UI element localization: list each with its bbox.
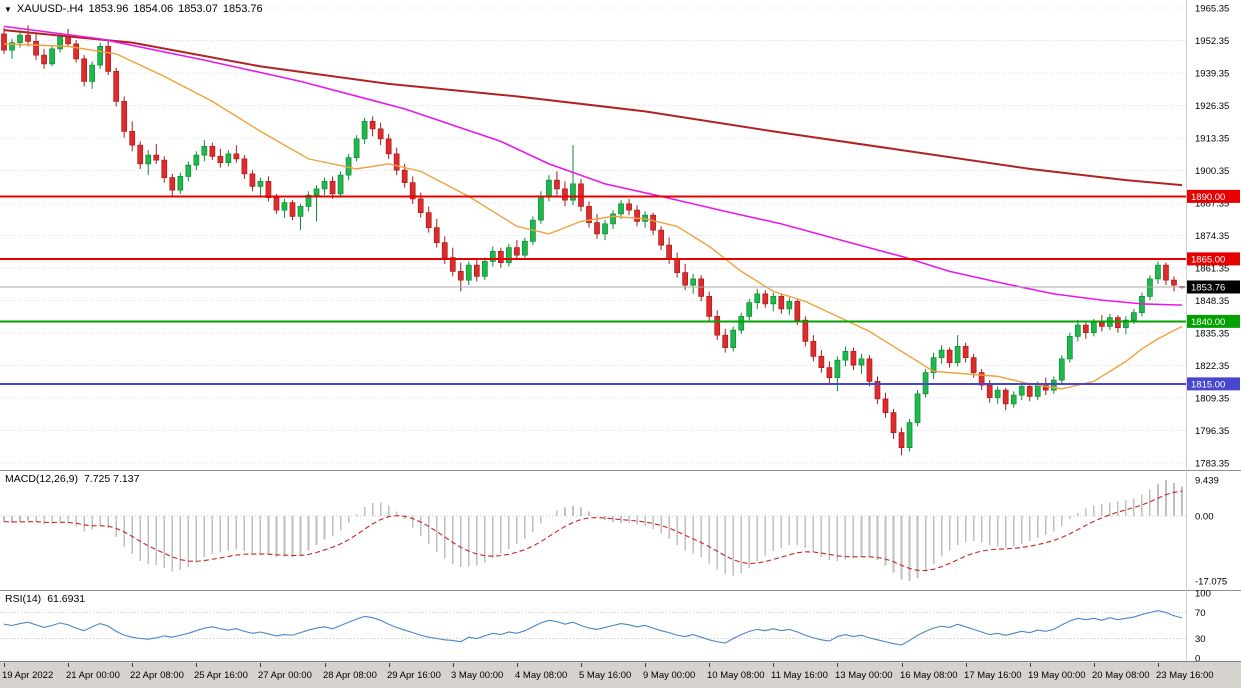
candles bbox=[1, 25, 1185, 456]
time-tick bbox=[773, 663, 774, 667]
time-tick bbox=[837, 663, 838, 667]
time-tick bbox=[389, 663, 390, 667]
svg-text:1952.35: 1952.35 bbox=[1195, 36, 1229, 47]
time-tick bbox=[581, 663, 582, 667]
price-badge-1865.00: 1865.00 bbox=[1187, 252, 1240, 266]
time-axis-label: 22 Apr 08:00 bbox=[130, 670, 184, 681]
time-tick bbox=[325, 663, 326, 667]
svg-text:-17.075: -17.075 bbox=[1195, 577, 1227, 588]
time-tick bbox=[902, 663, 903, 667]
time-tick bbox=[68, 663, 69, 667]
time-tick bbox=[709, 663, 710, 667]
svg-text:100: 100 bbox=[1195, 590, 1211, 600]
time-tick bbox=[453, 663, 454, 667]
ma-medium-line bbox=[3, 25, 1183, 306]
svg-text:1815.00: 1815.00 bbox=[1191, 379, 1225, 390]
symbol-ohlc-info: ▼ XAUUSD-.H4 1853.96 1854.06 1853.07 1853.76 bbox=[4, 3, 268, 15]
time-axis-label: 13 May 00:00 bbox=[835, 670, 893, 681]
svg-text:0: 0 bbox=[1195, 654, 1200, 662]
macd-signal-line bbox=[3, 490, 1183, 572]
price-badge-1815.00: 1815.00 bbox=[1187, 377, 1240, 391]
rsi-label: RSI(14) 61.6931 bbox=[5, 593, 91, 605]
time-axis-label: 19 Apr 2022 bbox=[2, 670, 54, 681]
price-axis-labels: 1965.35 1952.35 1939.35 1926.35 1913.35 1900.… bbox=[1195, 4, 1229, 470]
time-tick bbox=[4, 663, 5, 667]
time-axis-label: 27 Apr 00:00 bbox=[258, 670, 312, 681]
rsi-value: 61.6931 bbox=[47, 593, 86, 605]
svg-text:1853.76: 1853.76 bbox=[1191, 282, 1225, 293]
svg-text:1783.35: 1783.35 bbox=[1195, 459, 1229, 470]
time-axis[interactable]: 19 Apr 2022 21 Apr 00:00 22 Apr 08:00 25 Ap… bbox=[0, 661, 1241, 688]
macd-title: MACD(12,26,9) bbox=[5, 473, 78, 485]
time-axis-label: 23 May 16:00 bbox=[1156, 670, 1214, 681]
svg-text:70: 70 bbox=[1195, 608, 1206, 619]
price-pane[interactable]: 1965.35 1952.35 1939.35 1926.35 1913.35 1900.… bbox=[0, 0, 1241, 470]
macd-values: 7.725 7.137 bbox=[83, 473, 140, 485]
macd-histogram bbox=[3, 479, 1183, 582]
price-chart-svg[interactable]: 1965.35 1952.35 1939.35 1926.35 1913.35 1900.… bbox=[0, 0, 1241, 470]
current-price-badge: 1853.76 bbox=[1187, 280, 1240, 294]
time-tick bbox=[132, 663, 133, 667]
price-badge-1890.00: 1890.00 bbox=[1187, 189, 1240, 203]
svg-text:1939.35: 1939.35 bbox=[1195, 69, 1229, 80]
svg-text:1890.00: 1890.00 bbox=[1191, 192, 1225, 203]
time-axis-label: 21 Apr 00:00 bbox=[66, 670, 120, 681]
symbol-label: XAUUSD-.H4 bbox=[16, 3, 84, 15]
time-axis-label: 20 May 08:00 bbox=[1092, 670, 1150, 681]
time-axis-label: 25 Apr 16:00 bbox=[194, 670, 248, 681]
chart-shift-icon: ▼ bbox=[4, 5, 12, 14]
svg-text:1809.35: 1809.35 bbox=[1195, 394, 1229, 405]
time-axis-label: 5 May 16:00 bbox=[579, 670, 632, 681]
svg-text:1874.35: 1874.35 bbox=[1195, 231, 1229, 242]
time-axis-label: 11 May 16:00 bbox=[771, 670, 828, 681]
ma-fast-line bbox=[3, 43, 1183, 390]
svg-text:1965.35: 1965.35 bbox=[1195, 4, 1229, 15]
svg-text:1865.00: 1865.00 bbox=[1191, 254, 1225, 265]
time-axis-label: 10 May 08:00 bbox=[707, 670, 765, 681]
ohlc-high: 1854.06 bbox=[133, 3, 174, 15]
macd-label: MACD(12,26,9) 7.725 7.137 bbox=[5, 473, 145, 485]
time-tick bbox=[260, 663, 261, 667]
ma-slow-line bbox=[3, 29, 1183, 187]
svg-text:0.00: 0.00 bbox=[1195, 512, 1214, 523]
svg-text:1796.35: 1796.35 bbox=[1195, 426, 1229, 437]
svg-text:1861.35: 1861.35 bbox=[1195, 264, 1229, 275]
time-axis-label: 9 May 00:00 bbox=[643, 670, 696, 681]
ohlc-open: 1853.96 bbox=[88, 3, 129, 15]
price-badge-1840.00: 1840.00 bbox=[1187, 314, 1240, 328]
time-axis-label: 3 May 00:00 bbox=[451, 670, 504, 681]
time-tick bbox=[196, 663, 197, 667]
rsi-title: RSI(14) bbox=[5, 593, 42, 605]
ohlc-low: 1853.07 bbox=[178, 3, 218, 15]
rsi-line bbox=[3, 609, 1183, 646]
time-axis-label: 16 May 08:00 bbox=[900, 670, 958, 681]
time-tick bbox=[966, 663, 967, 667]
time-tick bbox=[1158, 663, 1159, 667]
time-axis-label: 29 Apr 16:00 bbox=[387, 670, 441, 681]
svg-text:1835.35: 1835.35 bbox=[1195, 329, 1229, 340]
svg-text:1926.35: 1926.35 bbox=[1195, 101, 1229, 112]
rsi-pane[interactable]: 100 70 30 0 RSI(14) 61.6931 bbox=[0, 590, 1241, 661]
time-axis-label: 28 Apr 08:00 bbox=[323, 670, 377, 681]
time-tick bbox=[645, 663, 646, 667]
svg-text:9.439: 9.439 bbox=[1195, 475, 1219, 486]
svg-text:1887.35: 1887.35 bbox=[1195, 199, 1229, 210]
macd-pane[interactable]: 9.439 0.00 -17.075 MACD(12,26,9) 7.725 7.13… bbox=[0, 470, 1241, 590]
svg-text:1840.00: 1840.00 bbox=[1191, 317, 1225, 328]
time-axis-label: 19 May 00:00 bbox=[1028, 670, 1086, 681]
rsi-chart-svg[interactable]: 100 70 30 0 bbox=[0, 590, 1241, 661]
ohlc-close: 1853.76 bbox=[222, 3, 263, 15]
time-axis-label: 4 May 08:00 bbox=[515, 670, 568, 681]
time-tick bbox=[517, 663, 518, 667]
svg-text:1848.35: 1848.35 bbox=[1195, 296, 1229, 307]
time-tick bbox=[1094, 663, 1095, 667]
svg-text:30: 30 bbox=[1195, 634, 1206, 645]
time-axis-label: 17 May 16:00 bbox=[964, 670, 1022, 681]
svg-text:1822.35: 1822.35 bbox=[1195, 361, 1229, 372]
time-tick bbox=[1030, 663, 1031, 667]
svg-text:1900.35: 1900.35 bbox=[1195, 166, 1229, 177]
macd-chart-svg[interactable]: 9.439 0.00 -17.075 bbox=[0, 470, 1241, 590]
svg-text:1913.35: 1913.35 bbox=[1195, 134, 1229, 145]
